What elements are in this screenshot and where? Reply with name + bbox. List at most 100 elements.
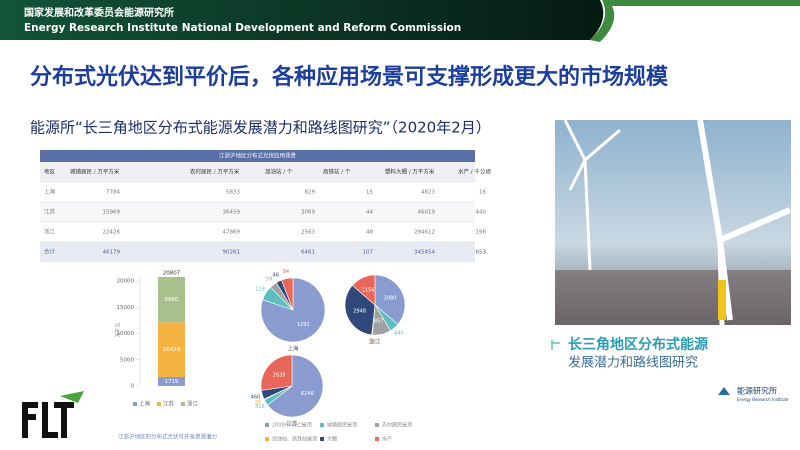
legend-swatch bbox=[320, 437, 324, 441]
table-cell: 5833 bbox=[226, 190, 240, 196]
bar-label: 1719 bbox=[165, 379, 179, 385]
legend-swatch bbox=[157, 402, 161, 406]
legend-label: 农村居民屋顶 bbox=[382, 422, 412, 429]
table-header: 城镇居民 / 万平方米 bbox=[70, 168, 120, 176]
bar-label: 8660 bbox=[165, 297, 179, 303]
bar-segment bbox=[158, 376, 185, 386]
pie-label: 25 bbox=[368, 339, 374, 345]
slide-title: 分布式光伏达到平价后，各种应用场景可支撑形成更大的市场规模 bbox=[30, 64, 669, 90]
pie-slice bbox=[260, 354, 293, 391]
table-cell: 7784 bbox=[106, 190, 120, 196]
table-title-band bbox=[40, 150, 475, 162]
legend-swatch bbox=[265, 423, 269, 427]
pie-label: 857 bbox=[374, 319, 384, 325]
y-tick-label: 5000 bbox=[120, 357, 134, 363]
photo-ground bbox=[555, 270, 791, 325]
table-cell: 294612 bbox=[414, 230, 435, 236]
bar-label: 10429 bbox=[163, 347, 181, 353]
pie-label: 2948 bbox=[353, 308, 366, 314]
bar-segment bbox=[158, 277, 185, 323]
pie-label: 46 bbox=[273, 272, 279, 278]
pie-slice bbox=[374, 274, 406, 325]
pie-label: 94 bbox=[283, 269, 289, 275]
book-cover bbox=[553, 325, 793, 425]
legend-label: 城镇居民屋顶 bbox=[327, 422, 357, 429]
table-header: 塑料大棚 / 万平方米 bbox=[385, 168, 435, 176]
y-tick-label: 20000 bbox=[117, 279, 135, 285]
pie-label: 3080 bbox=[384, 296, 397, 302]
legend-swatch bbox=[375, 437, 379, 441]
turbine-band bbox=[718, 280, 726, 320]
pie-name: 浙江 bbox=[369, 338, 381, 346]
table-title: 江浙沪地区分布式光伏应用场景 bbox=[219, 152, 297, 160]
table-header: 地区 bbox=[44, 168, 56, 176]
table-cell: 829 bbox=[305, 190, 316, 196]
table-cell: 440 bbox=[476, 210, 487, 216]
table-cell: 6461 bbox=[301, 250, 315, 256]
legend-label: 江苏 bbox=[163, 400, 175, 408]
table-cell: 47869 bbox=[223, 230, 241, 236]
legend-swatch bbox=[133, 402, 137, 406]
pie-label: 119 bbox=[255, 287, 265, 293]
y-tick-label: 0 bbox=[131, 384, 135, 390]
table-row bbox=[40, 202, 475, 222]
table-cell: 15969 bbox=[103, 210, 121, 216]
pie-slice bbox=[344, 284, 376, 336]
table-cell: 4823 bbox=[421, 190, 435, 196]
pie-label: 1156 bbox=[362, 287, 375, 293]
bar-segment bbox=[158, 322, 185, 377]
legend-swatch bbox=[375, 423, 379, 427]
table-cell: 16 bbox=[479, 190, 486, 196]
header-band bbox=[0, 0, 604, 40]
table-cell: 198 bbox=[476, 230, 487, 236]
table-cell: 46019 bbox=[418, 210, 436, 216]
book-subtitle: 发展潜力和路线图研究 bbox=[568, 355, 698, 371]
publisher-cn: 能源研究所 bbox=[737, 386, 777, 396]
table-row bbox=[40, 222, 475, 242]
book-title: 长三角地区分布式能源 bbox=[568, 336, 708, 353]
table-header-row bbox=[40, 162, 475, 182]
table-header: 高铁站 / 个 bbox=[323, 168, 351, 176]
legend-label: 浙江 bbox=[187, 400, 199, 408]
pie-label: 440 bbox=[394, 331, 404, 337]
table-cell: 107 bbox=[363, 250, 374, 256]
table-header: 农村居民 / 万平方米 bbox=[190, 168, 240, 176]
publisher-logo bbox=[718, 387, 730, 395]
table-cell: 36459 bbox=[223, 210, 241, 216]
table-cell: 江苏 bbox=[44, 208, 56, 216]
table-cell: 15 bbox=[366, 190, 373, 196]
legend-label: 大棚 bbox=[327, 436, 337, 443]
pie-slice bbox=[351, 274, 376, 306]
pie-label: 1292 bbox=[297, 322, 310, 328]
table-cell: 46179 bbox=[103, 250, 121, 256]
table-cell: 浙江 bbox=[44, 228, 56, 236]
org-en: Energy Research Institute National Devel… bbox=[24, 22, 461, 34]
y-tick-label: 10000 bbox=[117, 331, 135, 337]
table-cell: 3069 bbox=[301, 210, 315, 216]
pie-label: 38 bbox=[255, 400, 261, 406]
table-row bbox=[40, 242, 475, 262]
header-accent bbox=[590, 0, 800, 42]
legend-label: 上海 bbox=[139, 400, 151, 408]
pie-slice bbox=[267, 354, 324, 418]
pie-label: 2639 bbox=[273, 372, 286, 378]
book-bracket bbox=[551, 340, 560, 350]
pie-name: 上海 bbox=[287, 345, 299, 353]
pie-label: 316 bbox=[255, 404, 265, 410]
slide-subtitle: 能源所“长三角地区分布式能源发展潜力和路线图研究”（2020年2月） bbox=[30, 119, 491, 137]
table-cell: 上海 bbox=[44, 188, 56, 196]
table-cell: 22426 bbox=[103, 230, 121, 236]
legend-label: 加油站、高铁站屋顶 bbox=[272, 436, 317, 443]
table-header: 加油站 / 个 bbox=[265, 168, 293, 176]
table-row bbox=[40, 182, 475, 202]
legend-swatch bbox=[320, 423, 324, 427]
pie-label: 59 bbox=[266, 277, 272, 283]
publisher-en: Energy Research Institute bbox=[737, 397, 789, 402]
y-axis-label: 万千瓦 bbox=[115, 322, 122, 337]
table-cell: 2563 bbox=[301, 230, 315, 236]
legend-label: 2000m²以上屋顶 bbox=[272, 422, 312, 429]
legend-swatch bbox=[181, 402, 185, 406]
table-cell: 345454 bbox=[414, 250, 435, 256]
table-cell: 90261 bbox=[223, 250, 241, 256]
